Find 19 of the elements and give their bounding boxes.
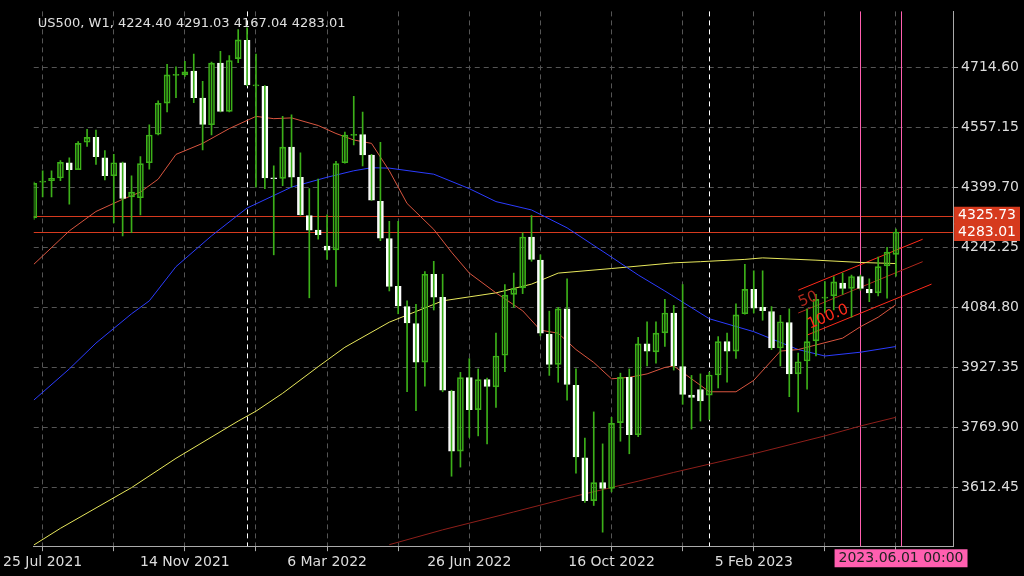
- y-tick-label: 3927.35: [961, 357, 1020, 374]
- y-tick-label: 4557.15: [961, 118, 1020, 135]
- y-tick-label: 4714.60: [961, 58, 1020, 75]
- x-tick-label: 16 Oct 2022: [568, 553, 655, 570]
- x-tick-label: 14 Nov 2021: [140, 553, 230, 570]
- x-tick-label: 5 Feb 2023: [714, 553, 793, 570]
- x-tick-label: 25 Jul 2021: [3, 553, 83, 570]
- y-tick-label: 3612.45: [961, 477, 1020, 494]
- chart-title: US500, W1, 4224.40 4291.03 4167.04 4283.01: [37, 15, 346, 31]
- x-tick-label: 26 Jun 2022: [427, 553, 512, 570]
- y-tick-label: 4084.80: [961, 298, 1020, 315]
- x-tick-label: 6 Mar 2022: [287, 553, 368, 570]
- y-tick-label: 4242.25: [961, 238, 1020, 255]
- candlestick: [270, 165, 278, 256]
- y-tick-label: 3769.90: [961, 417, 1020, 434]
- y-tick-label: 4399.70: [961, 178, 1020, 195]
- ref-line-label: 2023.06.01 00:00: [838, 548, 964, 565]
- ref-line-label: 4283.01: [958, 222, 1017, 239]
- ref-line-label: 4325.73: [958, 206, 1017, 223]
